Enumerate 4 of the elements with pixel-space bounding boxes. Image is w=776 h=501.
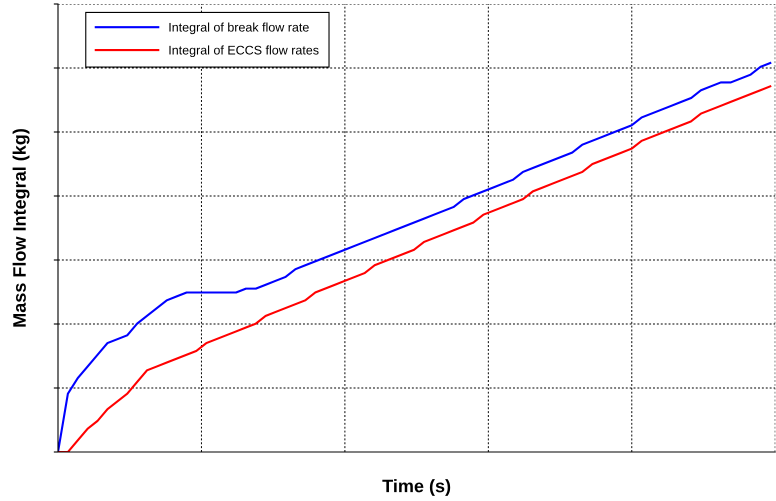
legend-label: Integral of ECCS flow rates bbox=[169, 45, 319, 58]
y-axis-title: Mass Flow Integral (kg) bbox=[12, 129, 30, 327]
legend-label: Integral of break flow rate bbox=[169, 22, 309, 34]
x-axis-title: Time (s) bbox=[382, 479, 450, 496]
